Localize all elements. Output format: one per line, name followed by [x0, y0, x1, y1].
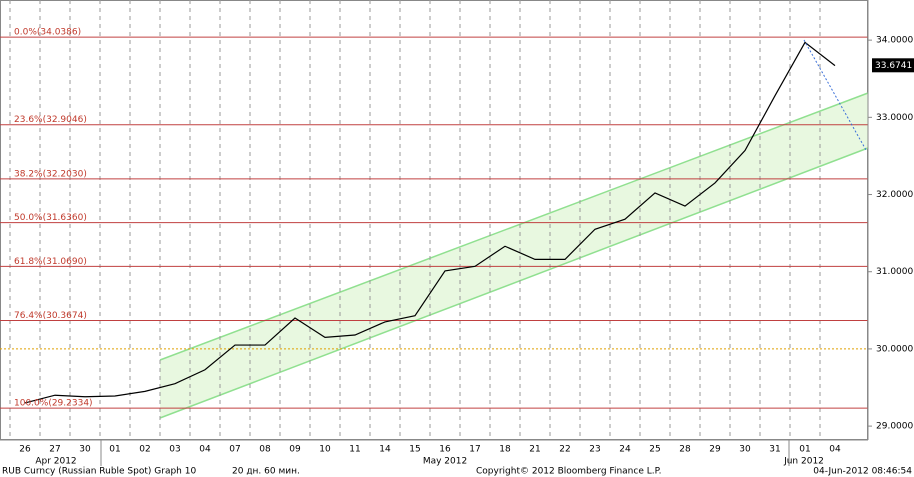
x-tick-label: 15	[409, 445, 420, 455]
x-tick-label: 31	[769, 445, 780, 455]
x-tick-label: 04	[829, 445, 841, 455]
footer-copyright: Copyright© 2012 Bloomberg Finance L.P.	[476, 467, 661, 477]
y-tick-label: 33.0000	[876, 113, 913, 123]
x-tick-label: 18	[499, 445, 511, 455]
footer-left: RUB Curncy (Russian Ruble Spot) Graph 10	[2, 467, 196, 477]
y-tick-label: 34.0000	[876, 36, 913, 46]
fib-label: 38.2%(32.2030)	[14, 169, 87, 179]
x-tick-label: 07	[229, 445, 240, 455]
x-tick-label: 17	[469, 445, 480, 455]
last-price-box	[872, 58, 914, 73]
x-tick-label: 10	[319, 445, 331, 455]
fib-label: 23.6%(32.9046)	[14, 115, 87, 125]
fib-label: 50.0%(31.6360)	[14, 213, 87, 223]
y-tick-label: 31.0000	[876, 267, 913, 277]
x-tick-label: 27	[49, 445, 60, 455]
month-label: May 2012	[423, 457, 467, 467]
month-label: Jun 2012	[783, 457, 824, 467]
footer-period: 20 дн. 60 мин.	[232, 467, 300, 477]
y-tick-label: 32.0000	[876, 190, 913, 200]
x-tick-label: 22	[559, 445, 570, 455]
footer-timestamp: 04-Jun-2012 08:46:54	[813, 467, 912, 477]
x-tick-label: 04	[199, 445, 211, 455]
fib-label: 76.4%(30.3674)	[14, 311, 87, 321]
y-tick-label: 30.0000	[876, 344, 913, 354]
x-tick-label: 28	[679, 445, 691, 455]
x-tick-label: 21	[529, 445, 540, 455]
x-tick-label: 01	[799, 445, 810, 455]
x-tick-label: 24	[619, 445, 631, 455]
x-tick-label: 09	[289, 445, 301, 455]
x-tick-label: 08	[259, 445, 271, 455]
y-tick-label: 29.0000	[876, 422, 913, 432]
last-price-label: 33.6741	[875, 61, 912, 71]
x-tick-label: 23	[589, 445, 600, 455]
plot-frame	[0, 0, 868, 440]
x-tick-label: 14	[379, 445, 391, 455]
channel-upper	[159, 92, 869, 361]
x-tick-label: 03	[169, 445, 180, 455]
x-tick-label: 30	[79, 445, 91, 455]
price-line	[24, 41, 836, 404]
channel-lower	[159, 147, 869, 419]
fib-label: 100.0%(29.2334)	[14, 399, 93, 409]
x-tick-label: 01	[109, 445, 120, 455]
month-label: Apr 2012	[35, 457, 76, 467]
fib-label: 0.0%(34.0386)	[14, 28, 81, 38]
fib-label: 61.8%(31.0690)	[14, 257, 87, 267]
x-tick-label: 16	[439, 445, 451, 455]
x-tick-label: 26	[19, 445, 31, 455]
x-tick-label: 11	[349, 445, 360, 455]
x-tick-label: 29	[709, 445, 721, 455]
x-tick-label: 30	[739, 445, 751, 455]
x-tick-label: 25	[649, 445, 660, 455]
projection-line	[803, 39, 867, 151]
x-tick-label: 02	[139, 445, 150, 455]
